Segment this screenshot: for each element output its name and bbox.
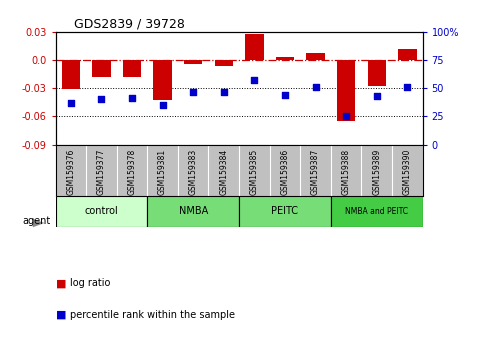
Bar — [239, 196, 331, 227]
Point — [403, 84, 411, 90]
Text: percentile rank within the sample: percentile rank within the sample — [70, 310, 235, 320]
Point — [312, 84, 319, 90]
Bar — [56, 196, 147, 227]
Point — [189, 89, 197, 95]
Text: ■: ■ — [56, 310, 70, 320]
Text: GSM159378: GSM159378 — [128, 149, 137, 195]
Polygon shape — [33, 219, 44, 227]
Bar — [368, 60, 386, 86]
Text: PEITC: PEITC — [271, 206, 298, 216]
Text: NMBA and PEITC: NMBA and PEITC — [345, 207, 408, 216]
Text: agent: agent — [23, 216, 51, 226]
Bar — [92, 60, 111, 77]
Bar — [123, 60, 141, 77]
Bar — [214, 60, 233, 66]
Text: control: control — [85, 206, 118, 216]
Bar — [154, 60, 172, 101]
Text: GSM159383: GSM159383 — [189, 149, 198, 195]
Text: log ratio: log ratio — [70, 278, 111, 288]
Text: GSM159388: GSM159388 — [341, 149, 351, 195]
Bar — [245, 34, 264, 60]
Point — [67, 100, 75, 106]
Bar — [147, 196, 239, 227]
Bar — [62, 60, 80, 89]
Text: GSM159384: GSM159384 — [219, 149, 228, 195]
Bar — [306, 52, 325, 60]
Bar — [331, 196, 423, 227]
Text: GSM159389: GSM159389 — [372, 149, 381, 195]
Text: GSM159381: GSM159381 — [158, 149, 167, 195]
Text: GSM159387: GSM159387 — [311, 149, 320, 195]
Text: GSM159376: GSM159376 — [66, 149, 75, 195]
Bar — [337, 60, 355, 121]
Point — [342, 114, 350, 119]
Bar — [398, 49, 416, 60]
Text: GSM159386: GSM159386 — [281, 149, 289, 195]
Point — [281, 92, 289, 98]
Point — [159, 102, 167, 108]
Text: GSM159390: GSM159390 — [403, 149, 412, 195]
Bar — [184, 60, 202, 64]
Text: GDS2839 / 39728: GDS2839 / 39728 — [74, 18, 185, 31]
Text: ■: ■ — [56, 278, 70, 288]
Point — [251, 78, 258, 83]
Text: GSM159385: GSM159385 — [250, 149, 259, 195]
Bar — [276, 57, 294, 60]
Text: GSM159377: GSM159377 — [97, 149, 106, 195]
Text: NMBA: NMBA — [179, 206, 208, 216]
Point — [373, 93, 381, 99]
Point — [220, 89, 227, 95]
Point — [98, 97, 105, 102]
Point — [128, 96, 136, 101]
